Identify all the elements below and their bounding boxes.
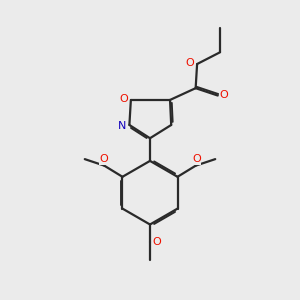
Text: O: O [220, 90, 229, 100]
Text: O: O [185, 58, 194, 68]
Text: O: O [99, 154, 108, 164]
Text: O: O [192, 154, 201, 164]
Text: N: N [118, 121, 126, 130]
Text: O: O [152, 237, 161, 247]
Text: O: O [119, 94, 128, 104]
